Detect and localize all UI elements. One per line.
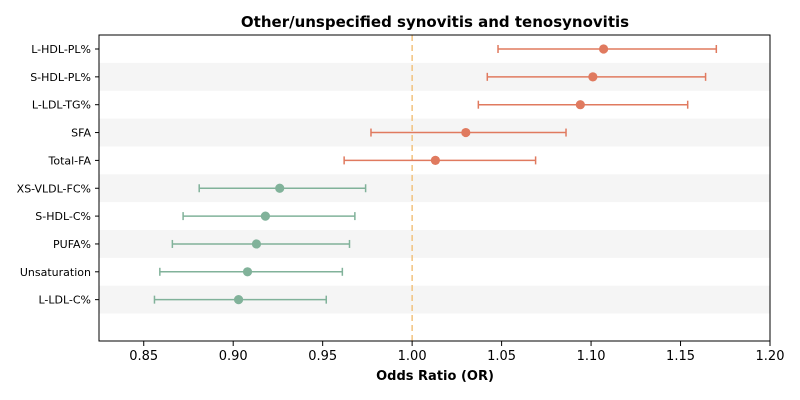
y-tick-label: L-LDL-C% xyxy=(38,294,91,307)
x-tick-label: 0.85 xyxy=(129,349,158,364)
x-tick-label: 1.10 xyxy=(577,349,606,364)
point-L-LDL-C% xyxy=(233,295,244,305)
y-tick-label: L-LDL-TG% xyxy=(32,99,91,112)
point-SFA xyxy=(461,127,471,138)
y-tick-label: Unsaturation xyxy=(20,266,91,279)
y-tick-label: SFA xyxy=(71,127,91,140)
point-XS-VLDL-FC% xyxy=(275,183,285,193)
x-tick-label: 1.00 xyxy=(398,349,427,364)
point-PUFA% xyxy=(251,239,262,249)
point-Total-FA xyxy=(430,155,440,165)
y-axis: L-HDL-PL% S-HDL-PL% L-LDL-TG% SFA Total-FA XS… xyxy=(17,43,99,307)
point-L-LDL-TG% xyxy=(575,100,585,110)
y-tick-label: Total-FA xyxy=(47,154,91,167)
y-tick-label: XS-VLDL-FC% xyxy=(17,182,91,195)
y-tick-label: PUFA% xyxy=(53,238,91,251)
x-axis: 0.85 0.90 0.95 1.00 1.05 1.10 1.15 1.20 xyxy=(129,341,784,364)
y-tick-label: S-HDL-PL% xyxy=(30,71,91,84)
point-L-HDL-PL% xyxy=(598,44,609,54)
x-tick-label: 0.95 xyxy=(308,349,337,364)
x-tick-label: 1.15 xyxy=(666,349,695,364)
y-tick-label: S-HDL-C% xyxy=(35,210,91,223)
point-S-HDL-C% xyxy=(260,211,271,221)
data-marks xyxy=(153,44,718,305)
y-tick-label: L-HDL-PL% xyxy=(31,43,91,56)
x-tick-label: 1.05 xyxy=(487,349,516,364)
x-tick-label: 0.90 xyxy=(219,349,248,364)
chart-title: Other/unspecified synovitis and tenosyno… xyxy=(241,13,629,31)
x-tick-label: 1.20 xyxy=(756,349,785,364)
point-Unsaturation xyxy=(242,267,253,277)
point-S-HDL-PL% xyxy=(588,72,598,82)
x-axis-title: Odds Ratio (OR) xyxy=(376,369,494,384)
